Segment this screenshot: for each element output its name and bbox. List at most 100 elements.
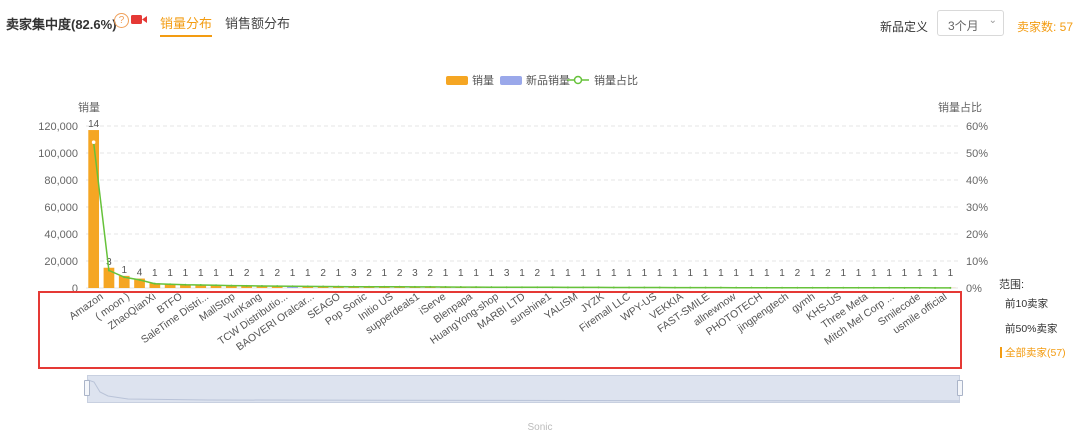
share-point: [934, 286, 937, 289]
bar-count-label: 1: [519, 268, 525, 279]
share-point: [459, 286, 462, 289]
new-product-definition-label: 新品定义: [880, 20, 929, 34]
bar-sales: [164, 283, 176, 288]
bar-count-label: 1: [611, 268, 617, 279]
bar-sales: [134, 278, 145, 288]
tab-sales-volume[interactable]: 销量分布: [160, 13, 213, 37]
bar-count-label: 1: [290, 268, 296, 279]
share-point: [949, 286, 952, 289]
bar-count-label: 2: [320, 268, 326, 279]
share-point: [811, 286, 814, 289]
range-option-top50pct[interactable]: 前50%卖家: [1005, 323, 1058, 335]
bar-count-label: 1: [672, 268, 678, 279]
tab-sales-revenue[interactable]: 销售额分布: [225, 16, 291, 31]
share-point: [398, 285, 401, 288]
share-point: [490, 286, 493, 289]
bar-count-label: 3: [106, 257, 112, 268]
share-point: [91, 140, 96, 144]
share-point: [352, 285, 355, 288]
bar-count-label: 1: [489, 268, 495, 279]
share-point: [781, 286, 784, 289]
y-right-tick-label: 0%: [966, 283, 982, 295]
share-point: [719, 286, 722, 289]
bar-sales: [180, 284, 191, 288]
bar-count-label: 2: [427, 268, 433, 279]
share-point: [153, 282, 156, 285]
bar-count-label: 3: [504, 268, 510, 279]
share-point: [245, 284, 248, 287]
bar-sales: [210, 285, 222, 288]
bar-count-label: 1: [856, 268, 862, 279]
zoom-slider-left-handle[interactable]: [84, 380, 90, 396]
y-right-tick-label: 10%: [966, 256, 988, 268]
share-point: [413, 285, 416, 288]
bar-count-label: 1: [626, 268, 632, 279]
seller-count: 卖家数: 57: [1017, 20, 1074, 34]
question-circle-icon[interactable]: ?: [114, 13, 129, 28]
share-point: [123, 276, 126, 279]
share-point: [368, 285, 371, 288]
share-point: [888, 286, 891, 289]
share-point: [138, 278, 141, 281]
legend-label-new-sales: 新品销量: [526, 73, 570, 87]
period-select[interactable]: 3个月 ⌄: [937, 10, 1004, 36]
bar-sales: [195, 284, 207, 288]
share-point: [475, 286, 478, 289]
bar-count-label: 1: [443, 268, 449, 279]
bar-count-label: 2: [535, 268, 541, 279]
zoom-slider-track[interactable]: [87, 375, 960, 403]
share-point: [444, 286, 447, 289]
y-left-axis-title: 销量: [78, 100, 100, 114]
bar-sales: [241, 285, 252, 288]
share-point: [628, 286, 631, 289]
share-point: [750, 286, 753, 289]
bar-sales: [118, 275, 130, 288]
bar-count-label: 1: [764, 268, 770, 279]
range-option-top10[interactable]: 前10卖家: [1005, 298, 1049, 310]
legend-swatch-sales: [446, 76, 468, 85]
bar-new-sales: [287, 286, 298, 288]
zoom-slider-right-handle[interactable]: [957, 380, 963, 396]
share-point: [505, 286, 508, 289]
bar-sales: [103, 267, 115, 288]
bar-count-label: 4: [137, 268, 143, 279]
legend-label-share: 销量占比: [594, 73, 638, 87]
page-title: 卖家集中度(82.6%): [6, 17, 117, 32]
range-option-all[interactable]: 全部卖家(57): [1000, 347, 1066, 359]
bar-count-label: 1: [198, 268, 204, 279]
chevron-down-icon: ⌄: [988, 15, 997, 26]
share-point: [536, 286, 539, 289]
share-point: [276, 285, 279, 288]
share-point: [842, 286, 845, 289]
share-point: [612, 286, 615, 289]
bar-count-label: 1: [229, 268, 235, 279]
share-point: [306, 285, 309, 288]
share-point: [765, 286, 768, 289]
bar-count-label: 1: [657, 268, 663, 279]
range-title: 范围:: [999, 279, 1025, 291]
share-point: [796, 286, 799, 289]
y-left-tick-label: 120,000: [38, 121, 78, 133]
bar-count-label: 1: [213, 268, 219, 279]
bar-count-label: 2: [274, 268, 280, 279]
bar-count-label: 1: [687, 268, 693, 279]
bar-count-label: 1: [917, 268, 923, 279]
zoom-slider-label: Sonic: [527, 422, 553, 433]
share-line: [92, 142, 951, 289]
bar-count-label: 1: [749, 268, 755, 279]
bar-count-label: 1: [458, 268, 464, 279]
bar-count-label: 1: [948, 268, 954, 279]
share-point: [658, 286, 661, 289]
share-point: [322, 285, 325, 288]
y-right-tick-label: 20%: [966, 229, 988, 241]
share-point: [704, 286, 707, 289]
y-right-tick-label: 60%: [966, 121, 988, 133]
bar-count-label: 1: [733, 268, 739, 279]
bar-count-label: 1: [703, 268, 709, 279]
video-camera-icon[interactable]: [131, 14, 147, 25]
bar-count-label: 1: [886, 268, 892, 279]
share-point: [673, 286, 676, 289]
legend-swatch-new-sales: [500, 76, 522, 85]
y-left-tick-label: 80,000: [44, 175, 78, 187]
bar-count-label: 1: [779, 268, 785, 279]
